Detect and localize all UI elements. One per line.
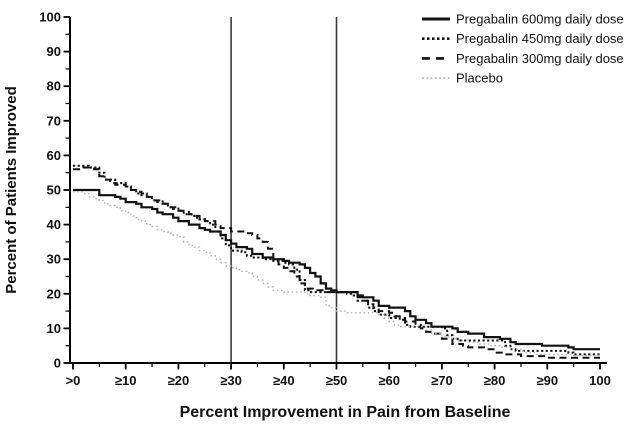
y-tick-label: 30 (47, 252, 61, 267)
legend-item-label: Pregabalin 300mg daily dose (456, 51, 624, 66)
legend-item-label: Pregabalin 600mg daily dose (456, 12, 624, 27)
x-tick-label: ≥80 (484, 373, 506, 388)
legend-item-pregabalin-300mg-daily-dose: Pregabalin 300mg daily dose (422, 51, 624, 66)
legend-item-label: Placebo (456, 71, 503, 86)
axes-group: 0 10 20 30 40 50 60 70 80 90 100 >0 ≥10 ≥20 ≥30 ≥40 ≥50 ≥… (39, 10, 611, 389)
y-tick-label: 50 (47, 183, 61, 198)
reference-lines-group (230, 17, 338, 363)
y-axis-title: Percent of Patients Improved (3, 86, 20, 294)
series-line-pregabalin-600mg-daily-dose (73, 188, 600, 351)
axis-frame (69, 17, 607, 364)
x-tick-label: ≥50 (326, 373, 348, 388)
x-tick-label: ≥30 (220, 373, 242, 388)
legend-item-pregabalin-600mg-daily-dose: Pregabalin 600mg daily dose (422, 12, 624, 27)
legend-item-label: Pregabalin 450mg daily dose (456, 31, 624, 46)
x-tick-label: ≥60 (378, 373, 400, 388)
x-tick-label: 100 (589, 373, 611, 388)
y-tick-label: 90 (47, 44, 61, 59)
y-tick-label: 80 (47, 79, 61, 94)
legend: Pregabalin 600mg daily dose Pregabalin 45… (422, 12, 624, 86)
series-line-pregabalin-300mg-daily-dose (73, 166, 600, 359)
y-tick-label: 100 (39, 10, 61, 25)
x-tick-label: ≥70 (431, 373, 453, 388)
y-tick-label: 20 (47, 286, 61, 301)
y-tick-label: 40 (47, 217, 61, 232)
legend-item-pregabalin-450mg-daily-dose: Pregabalin 450mg daily dose (422, 31, 624, 46)
y-tick-label: 0 (54, 356, 61, 371)
y-tick-label: 70 (47, 113, 61, 128)
x-tick-label: ≥10 (115, 373, 137, 388)
y-tick-label: 60 (47, 148, 61, 163)
x-tick-label: ≥40 (273, 373, 295, 388)
legend-item-placebo: Placebo (422, 71, 503, 86)
x-tick-label: >0 (66, 373, 81, 388)
y-tick-label: 10 (47, 321, 61, 336)
x-axis-title: Percent Improvement in Pain from Baselin… (180, 404, 511, 421)
x-tick-label: ≥20 (168, 373, 190, 388)
x-tick-label: ≥90 (536, 373, 558, 388)
series-group (73, 164, 601, 359)
